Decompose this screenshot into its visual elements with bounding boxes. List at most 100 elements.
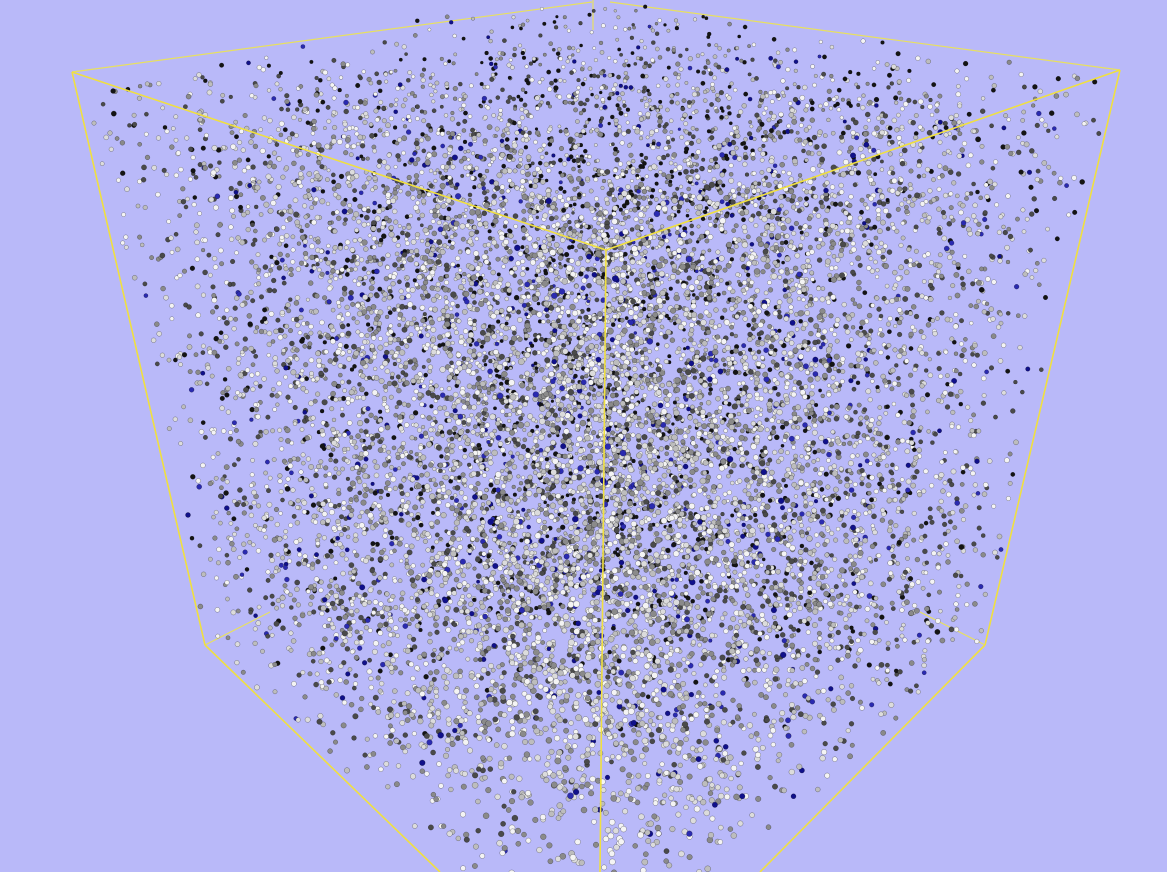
particle [548,210,553,215]
particle [709,102,713,106]
particle [345,272,349,276]
particle [519,481,523,485]
particle [827,384,831,388]
particle [632,26,635,29]
particle [447,59,451,63]
particle [569,70,573,74]
particle [286,253,290,257]
particle [638,460,642,464]
particle [333,577,337,581]
particle [686,429,690,433]
particle [894,466,899,471]
particle [483,597,487,601]
particle [720,199,724,203]
particle [276,127,280,131]
particle [757,350,761,354]
particle [489,77,494,82]
particle [599,120,602,123]
particle [714,219,718,223]
particle [458,214,462,218]
particle [817,448,821,452]
particle [922,279,926,283]
particle [379,100,383,104]
particle [447,207,451,211]
particle [507,532,511,536]
particle [496,581,500,585]
particle [250,473,254,477]
particle [896,51,901,56]
particle [627,305,630,308]
particle [692,87,695,90]
particle [343,217,347,221]
particle [585,120,589,124]
particle [903,197,907,201]
particle [735,508,739,512]
particle [281,225,286,230]
particle [819,40,823,44]
particle [926,59,931,64]
particle [442,406,447,411]
particle [448,646,452,650]
particle [730,548,734,552]
particle [769,128,774,133]
particle [680,592,684,596]
particle [748,73,752,77]
particle [569,332,573,336]
particle [805,531,809,535]
particle [321,189,325,193]
particle [803,269,807,273]
particle [280,603,285,608]
particle [655,523,659,527]
particle [524,312,528,316]
particle [985,302,989,306]
particle [273,407,277,411]
particle [569,534,573,538]
particle [593,216,597,220]
particle [484,458,488,462]
particle [750,248,753,251]
particle [373,201,377,205]
particle [856,85,860,89]
particle [288,204,292,208]
particle [332,418,336,422]
particle [393,468,397,472]
particle [463,214,467,218]
particle [646,89,650,93]
particle [875,275,879,279]
particle [413,410,418,415]
particle [730,481,734,485]
particle [767,458,772,463]
particle [876,389,880,393]
particle [410,596,414,600]
particle [660,383,665,388]
particle [497,665,501,669]
particle [578,514,583,519]
particle [499,551,502,554]
particle [463,448,467,452]
particle [954,312,958,316]
particle [818,389,821,392]
particle [624,85,628,89]
particle [373,185,377,189]
particle [900,627,904,631]
particle [279,563,284,568]
particle [927,429,931,433]
particle [808,142,812,146]
particle [413,33,417,37]
particle [682,338,686,342]
particle [719,278,723,282]
particle [394,42,398,46]
particle [290,132,295,137]
particle [684,584,689,589]
particle [752,43,756,47]
particle [324,423,328,427]
particle [876,385,880,389]
particle [456,304,460,308]
particle [431,73,435,77]
particle [346,63,350,67]
particle [917,174,921,178]
particle [637,195,642,200]
particle [677,569,681,573]
particle [992,83,997,88]
particle [411,75,415,79]
